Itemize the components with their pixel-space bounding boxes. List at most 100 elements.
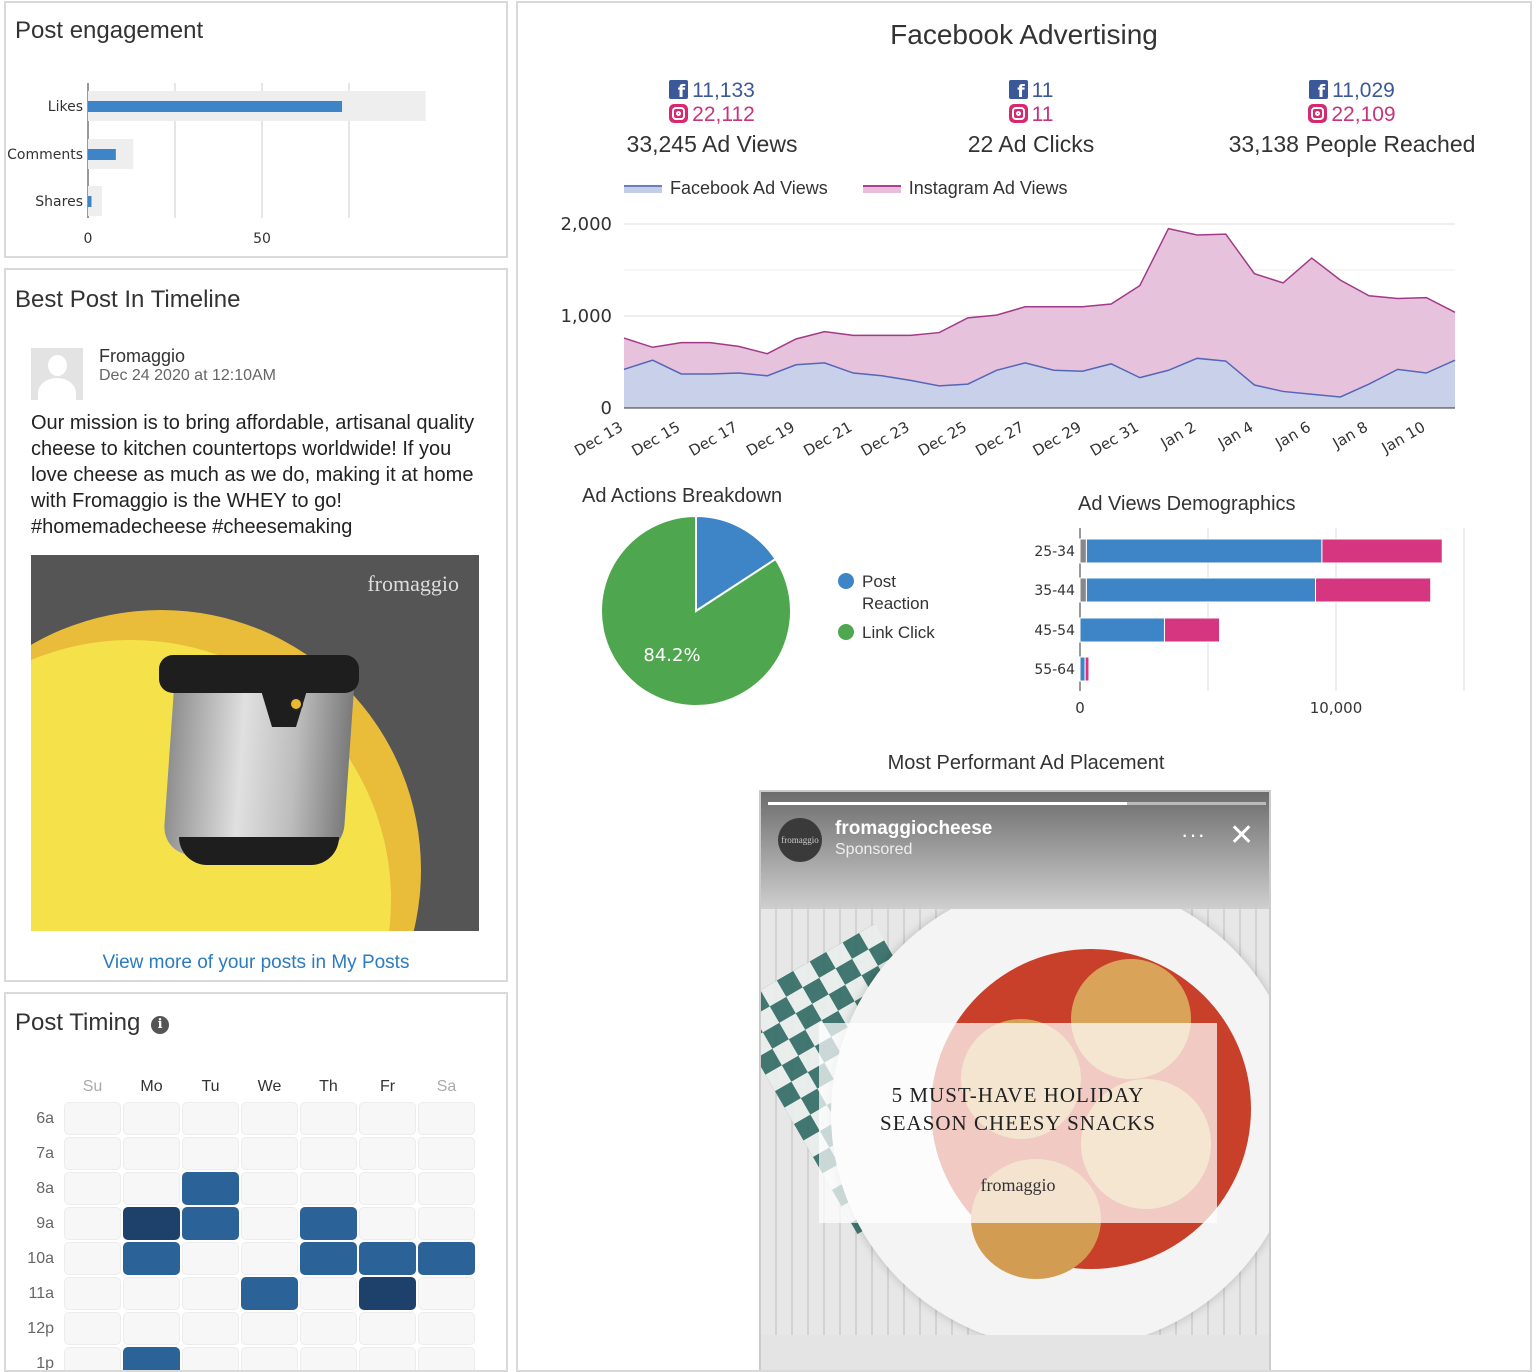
- legend-link-click: Link Click: [838, 622, 935, 644]
- close-icon[interactable]: ✕: [1229, 819, 1255, 852]
- ad-brand: fromaggio: [980, 1175, 1056, 1195]
- post-image[interactable]: fromaggio: [31, 555, 479, 931]
- x-tick-label: Dec 25: [915, 418, 970, 460]
- instagram-icon: [1308, 104, 1328, 123]
- post-timing-title: Post Timing i: [15, 1009, 170, 1037]
- timing-cell: [64, 1207, 121, 1240]
- legend-facebook-label: Facebook Ad Views: [670, 178, 828, 198]
- category-label: Shares: [35, 194, 83, 210]
- demo-bar-male: [1079, 617, 1165, 643]
- timing-cell: [241, 1102, 298, 1135]
- post-text: Our mission is to bring affordable, arti…: [31, 412, 475, 538]
- author-avatar[interactable]: [31, 348, 83, 400]
- timing-cell: [182, 1102, 239, 1135]
- timing-cell: [64, 1277, 121, 1310]
- story-account-name[interactable]: fromaggiocheese: [835, 818, 993, 839]
- x-tick-label: 0: [1075, 699, 1085, 717]
- x-tick-label: Dec 19: [743, 418, 798, 460]
- demo-bar-female: [1084, 656, 1090, 682]
- timing-cell: [123, 1172, 180, 1205]
- ad-views-demographics-chart: 25-34 35-44 45-54 55-64 0 10,000: [1034, 528, 1465, 717]
- timing-cell: [359, 1347, 416, 1370]
- view-more-posts-link[interactable]: View more of your posts in My Posts: [102, 952, 410, 973]
- best-post-panel: Best Post In Timeline Fromaggio Dec 24 2…: [4, 268, 508, 982]
- post-engagement-panel: Post engagement Likes Comments Shares 0 50: [4, 1, 508, 258]
- hour-label: 12p: [27, 1320, 54, 1337]
- x-tick-label: Jan 10: [1378, 418, 1429, 458]
- timing-cell: [241, 1172, 298, 1205]
- timing-cell: [64, 1347, 121, 1370]
- day-label: Mo: [140, 1078, 163, 1095]
- timing-cell: [418, 1242, 475, 1275]
- timing-cell: [300, 1347, 357, 1370]
- bar-background-shares: [88, 186, 102, 216]
- timing-cell: [64, 1137, 121, 1170]
- timing-cell: [241, 1277, 298, 1310]
- pie-data-label: 84.2%: [643, 645, 700, 666]
- placement-title: Most Performant Ad Placement: [887, 752, 1165, 774]
- post-image-brand: fromaggio: [367, 571, 459, 596]
- timing-cell: [300, 1242, 357, 1275]
- day-label: Fr: [379, 1078, 396, 1095]
- timing-cell: [418, 1137, 475, 1170]
- instagram-line: [623, 227, 1456, 355]
- stat-ad-clicks: 11 11 22 Ad Clicks: [881, 79, 1181, 158]
- day-label: Su: [82, 1078, 103, 1095]
- area-legend: Facebook Ad Views Instagram Ad Views: [624, 178, 1068, 199]
- headline-card: 5 MUST-HAVE HOLIDAY SEASON CHEESY SNACKS…: [819, 1023, 1217, 1223]
- post-engagement-title: Post engagement: [15, 17, 204, 44]
- info-icon[interactable]: i: [151, 1016, 170, 1034]
- engagement-chart: Likes Comments Shares 0 50: [7, 83, 426, 247]
- timing-cell: [359, 1277, 416, 1310]
- story-sponsored: Sponsored: [835, 841, 913, 858]
- story-progress-bar: [768, 802, 1266, 805]
- post-timing-panel: Post Timing i Su Mo Tu We Th Fr Sa 6a 7a 8a 9a 10a 1…: [4, 992, 508, 1372]
- timing-cell: [182, 1277, 239, 1310]
- legend-facebook-swatch: [624, 185, 662, 193]
- legend-post-reaction: Post: [838, 571, 935, 593]
- timing-cell: [241, 1347, 298, 1370]
- timing-cell: [418, 1102, 475, 1135]
- story-avatar[interactable]: fromaggio: [778, 818, 822, 862]
- timing-cell: [123, 1277, 180, 1310]
- timing-cell: [64, 1172, 121, 1205]
- y-tick-label: 1,000: [560, 306, 612, 327]
- bar-comments: [88, 149, 116, 160]
- timing-cell: [241, 1137, 298, 1170]
- instagram-icon: [1008, 104, 1028, 123]
- more-options-icon[interactable]: ···: [1181, 822, 1206, 847]
- instagram-story-preview[interactable]: fromaggio fromaggiocheese Sponsored ··· …: [759, 790, 1271, 1370]
- timing-cell: [64, 1102, 121, 1135]
- hour-label: 8a: [36, 1180, 54, 1197]
- day-label: Th: [319, 1078, 338, 1095]
- day-label: We: [257, 1078, 282, 1095]
- pie-slice-post-reaction: [695, 514, 777, 613]
- x-tick-label: Dec 23: [858, 418, 913, 460]
- timing-cell: [300, 1207, 357, 1240]
- timing-cell: [359, 1242, 416, 1275]
- instagram-area: [624, 228, 1455, 408]
- x-tick-label: Dec 29: [1030, 418, 1085, 460]
- demo-bar-female: [1163, 617, 1221, 643]
- timing-cell: [300, 1277, 357, 1310]
- hour-label: 6a: [36, 1110, 54, 1127]
- timing-cell: [182, 1172, 239, 1205]
- stat-people-reached: 11,029 22,109 33,138 People Reached: [1202, 79, 1502, 158]
- hour-label: 9a: [36, 1215, 54, 1232]
- hour-label: 7a: [36, 1145, 54, 1162]
- timing-cell: [123, 1242, 180, 1275]
- post-author[interactable]: Fromaggio: [99, 346, 186, 366]
- age-label: 25-34: [1034, 544, 1075, 560]
- facebook-area: [624, 358, 1455, 408]
- timing-cell: [182, 1137, 239, 1170]
- timing-cell: [418, 1312, 475, 1345]
- x-tick-label: Dec 27: [972, 418, 1027, 460]
- timing-cell: [418, 1172, 475, 1205]
- legend-dot-link-click: [838, 624, 854, 640]
- facebook-line: [623, 357, 1456, 398]
- timing-cell: [418, 1347, 475, 1370]
- hour-label: 11a: [28, 1285, 54, 1302]
- ad-headline-line2: SEASON CHEESY SNACKS: [880, 1111, 1156, 1135]
- timing-cell: [123, 1102, 180, 1135]
